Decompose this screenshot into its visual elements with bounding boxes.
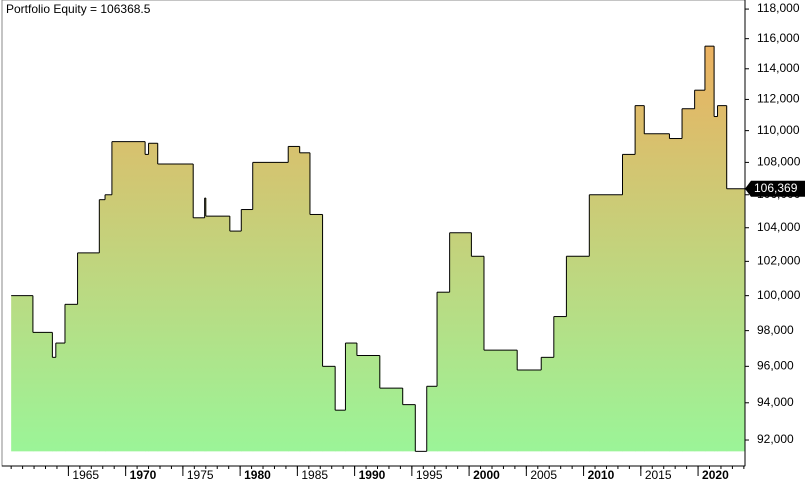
area-step (714, 116, 719, 452)
x-tick-label: 2010 (588, 468, 615, 482)
area-step (379, 388, 404, 452)
area-step (205, 216, 231, 452)
y-tick-label: 96,000 (757, 359, 794, 373)
area-step (449, 232, 472, 452)
chart-title: Portfolio Equity = 106368.5 (6, 2, 151, 16)
area-step (111, 141, 146, 452)
area-step (517, 369, 542, 452)
area-step (105, 194, 113, 452)
area-step (322, 366, 336, 452)
y-tick-label: 98,000 (757, 323, 794, 337)
y-tick-label: 114,000 (757, 61, 800, 75)
area-step (335, 410, 346, 452)
area-step (704, 46, 715, 452)
y-tick-label: 118,000 (757, 1, 800, 15)
area-step (32, 332, 53, 452)
value-label: 106,369 (754, 181, 798, 195)
area-step (299, 152, 311, 452)
area-step (145, 154, 150, 452)
x-tick-label: 1980 (244, 468, 271, 482)
area-step (52, 357, 57, 452)
area-step (288, 146, 301, 452)
y-tick-label: 100,000 (757, 288, 801, 302)
y-tick-label: 94,000 (757, 395, 794, 409)
area-step (64, 304, 79, 452)
area-step (682, 108, 696, 452)
area-step (99, 199, 106, 452)
x-tick-label: 1975 (187, 468, 214, 482)
area-step (566, 256, 590, 452)
area-step (694, 90, 706, 452)
area-step (541, 357, 555, 452)
y-tick-label: 108,000 (757, 155, 801, 169)
area-step (483, 350, 518, 452)
y-tick-label: 110,000 (757, 123, 800, 137)
area-step (437, 292, 451, 452)
area-step (309, 214, 324, 452)
area-step (644, 133, 670, 452)
area-step (426, 386, 438, 452)
x-tick-label: 1995 (416, 468, 443, 482)
x-tick-label: 2000 (473, 468, 500, 482)
area-step (241, 209, 254, 452)
area-step (148, 143, 159, 452)
x-tick-label: 2020 (702, 468, 729, 482)
y-tick-label: 102,000 (757, 254, 801, 268)
y-tick-label: 92,000 (757, 432, 794, 446)
area-step (471, 256, 485, 452)
y-tick-label: 112,000 (757, 92, 800, 106)
area-step (589, 194, 624, 452)
area-step (55, 343, 66, 452)
y-tick-label: 104,000 (757, 220, 801, 234)
x-tick-label: 2015 (645, 468, 672, 482)
area-step (252, 162, 289, 452)
area-step (11, 295, 34, 452)
x-tick-label: 1990 (359, 468, 386, 482)
area-step (356, 355, 381, 452)
area-step (77, 252, 100, 452)
area-step (229, 231, 242, 452)
area-step (726, 188, 746, 452)
area-step (402, 404, 416, 452)
area-step (622, 154, 636, 452)
y-tick-label: 116,000 (757, 31, 800, 45)
area-step (193, 217, 206, 452)
area-step (204, 198, 207, 452)
x-tick-label: 1965 (72, 468, 99, 482)
x-tick-label: 2005 (530, 468, 557, 482)
area-step (553, 316, 567, 452)
area-step (345, 343, 358, 452)
area-step (635, 105, 645, 452)
area-step (157, 164, 194, 452)
area-step (717, 105, 728, 452)
x-tick-label: 1985 (301, 468, 328, 482)
x-tick-label: 1970 (130, 468, 157, 482)
area-step (669, 138, 683, 452)
value-label-box (745, 180, 805, 197)
